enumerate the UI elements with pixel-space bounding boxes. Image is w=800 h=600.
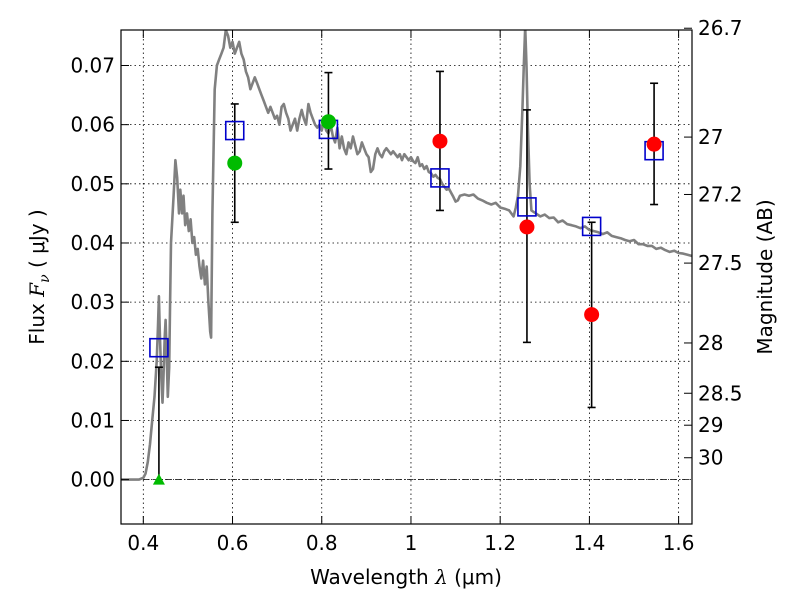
right-tick-label: 27.5 [698, 251, 743, 275]
model-photometry-square [224, 120, 245, 141]
y-tick-label: 0.05 [70, 172, 115, 196]
right-tick-label: 27 [698, 125, 723, 149]
x-tick-label: 1.2 [484, 531, 516, 555]
observed-flux-point [584, 307, 600, 323]
model-photometry-series [149, 119, 664, 358]
y-tick-label: 0.03 [70, 290, 115, 314]
y-tick-label: 0.01 [70, 408, 115, 432]
model-sed-line [121, 30, 692, 481]
grid [121, 30, 692, 524]
model-sed-series [121, 30, 692, 481]
right-tick-label: 29 [698, 413, 723, 437]
axes-frame [120, 29, 693, 525]
x-axis-ticks: 0.4 0.6 0.8 1 1.2 1.4 1.6 [127, 30, 695, 555]
model-photometry-square [517, 197, 537, 217]
right-tick-label: 28 [698, 331, 723, 355]
right-axis-label: Magnitude (AB) [753, 199, 777, 354]
right-tick-label: 27.2 [698, 182, 743, 206]
y-axis-ticks: 0.00 0.01 0.02 0.03 0.04 0.05 0.06 0.07 [70, 53, 129, 492]
model-photometry-square [430, 168, 450, 188]
y-axis-label: Flux Fν ( μJy ) [25, 209, 53, 344]
x-tick-label: 1 [405, 531, 418, 555]
x-tick-label: 0.4 [127, 531, 159, 555]
model-photometry-square [149, 337, 169, 358]
y-tick-label: 0.07 [70, 53, 115, 77]
observed-upper-limit-triangle [152, 473, 165, 485]
observed-flux-point [519, 219, 535, 235]
observed-flux-point [227, 155, 243, 171]
observed-flux-point [320, 114, 336, 130]
x-tick-label: 1.4 [573, 531, 605, 555]
x-axis-label: Wavelength λ (μm) [310, 565, 502, 589]
right-tick-label: 26.7 [698, 16, 743, 40]
x-tick-label: 0.8 [306, 531, 338, 555]
model-photometry-square [581, 216, 602, 237]
observed-flux-series [152, 114, 662, 485]
x-tick-label: 0.6 [217, 531, 249, 555]
observed-flux-point [432, 133, 448, 149]
right-tick-label: 28.5 [698, 381, 743, 405]
observed-flux-point [646, 136, 662, 152]
x-tick-label: 1.6 [663, 531, 695, 555]
right-tick-label: 30 [698, 446, 723, 470]
y-tick-label: 0.04 [70, 231, 115, 255]
y-tick-label: 0.02 [70, 349, 115, 373]
right-axis-ticks: 26.7 27 27.2 27.5 28 28.5 29 30 [684, 16, 743, 470]
y-tick-label: 0.06 [70, 113, 115, 137]
y-tick-label: 0.00 [70, 468, 115, 492]
plot-frame [120, 29, 693, 525]
